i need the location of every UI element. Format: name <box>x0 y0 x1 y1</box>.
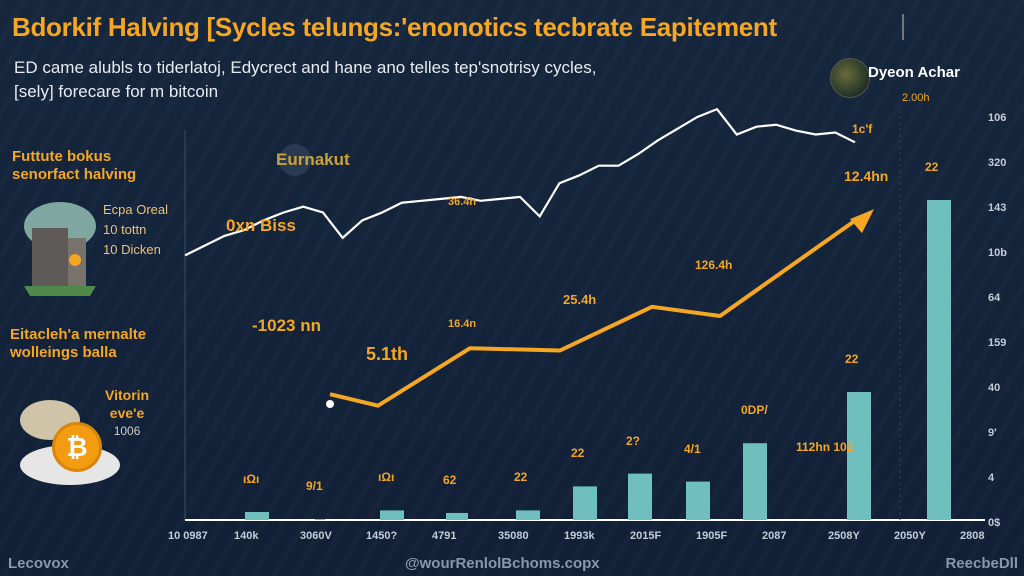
chart-annotation: 5.1th <box>366 344 409 364</box>
footer-brand: Lecovox <box>8 555 69 572</box>
sidebar-heading: Eitacleh'a mernalte wolleings balla <box>10 326 147 361</box>
x-tick-label: 1450? <box>366 530 398 542</box>
y-tick-label: 64 <box>988 292 1001 304</box>
y-tick-label: 0$ <box>988 517 1001 529</box>
bar-label: 22 <box>514 470 528 485</box>
chart-annotation: 12.4hn <box>844 168 889 184</box>
bar <box>380 510 404 520</box>
building-text-line: 10 tottn <box>103 222 147 237</box>
chart-annotation: 1c'f <box>852 122 873 136</box>
building-text: Ecpa Oreal 10 tottn 10 Dicken <box>103 200 168 260</box>
bar <box>847 392 871 520</box>
coin-text: Vitorin eve'e 1006 <box>105 386 149 440</box>
bar-label: 2? <box>626 433 641 448</box>
footer-handle: ReecbeDll <box>945 555 1018 572</box>
bar <box>315 519 325 520</box>
bar-label: 22 <box>925 160 939 174</box>
bar <box>628 473 652 520</box>
x-tick-label: 1993k <box>564 530 595 542</box>
building-icon <box>24 202 96 296</box>
x-tick-label: 2508Y <box>828 530 860 542</box>
coin-text-line: eve'e <box>109 405 145 421</box>
globe-icon <box>830 58 870 98</box>
x-tick-label: 1905F <box>696 530 728 542</box>
bar-label: 0DP/ <box>741 403 768 418</box>
arrow-head-icon <box>850 209 874 234</box>
footer-url[interactable]: @wourRenlolBchoms.copx <box>405 555 600 572</box>
bar-label: 62 <box>443 472 457 487</box>
bar <box>245 512 269 520</box>
x-tick-label: 2050Y <box>894 530 926 542</box>
x-tick-label: 2808 <box>960 530 985 542</box>
subtitle-line: ED came alubls to tiderlatoj, Edycrect a… <box>14 58 597 77</box>
bar-label: ıΩı <box>243 472 260 486</box>
author-time: 2.00h <box>902 92 930 104</box>
building-text-line: Ecpa Oreal <box>103 202 169 217</box>
x-tick-label: 2087 <box>762 530 787 542</box>
y-tick-label: 4 <box>988 472 995 484</box>
trend-start-point <box>326 400 334 408</box>
bar <box>516 510 540 520</box>
trend-line <box>329 215 862 408</box>
bitcoin-icon: ₿ <box>52 422 102 472</box>
y-tick-label: 10b <box>988 247 1007 259</box>
logo-icon <box>279 144 311 176</box>
bar-label: 4/1 <box>684 441 701 456</box>
x-tick-label: 35080 <box>498 530 529 542</box>
bar <box>927 200 951 520</box>
bar-label: 9/1 <box>306 479 323 494</box>
bar-label: 112hn 102 <box>796 440 854 454</box>
chart-annotation: 126.4h <box>695 258 733 272</box>
bar <box>686 481 710 520</box>
x-tick-label: 4791 <box>432 530 457 542</box>
y-tick-label: 320 <box>988 157 1007 169</box>
y-tick-label: 40 <box>988 382 1001 394</box>
price-line <box>184 107 856 257</box>
subtitle: ED came alubls to tiderlatoj, Edycrect a… <box>14 56 704 104</box>
bar-label: 22 <box>845 352 859 366</box>
x-tick-label: 3060V <box>300 530 332 542</box>
chart-annotation: 25.4h <box>563 292 597 307</box>
author-name: Dyeon Achar <box>868 64 960 81</box>
coin-text-line: Vitorin <box>105 387 150 403</box>
coin-text-line: 1006 <box>113 424 141 438</box>
chart-annotation: 16.4n <box>448 318 477 330</box>
page-title: Bdorkif Halving [Sycles telungs:'enonoti… <box>12 12 777 42</box>
chart-annotation: -1023 nn <box>252 316 321 335</box>
x-tick-label: 10 0987 <box>168 530 208 542</box>
chart-annotation: 36.4h <box>448 196 477 208</box>
x-tick-label: 2015F <box>630 530 662 542</box>
bar-label: 22 <box>571 446 585 461</box>
building-text-line: 10 Dicken <box>103 242 161 257</box>
y-tick-label: 159 <box>988 337 1007 349</box>
subtitle-line: [sely] forecare for m bitcoin <box>14 82 219 101</box>
chart-logo: Eurnakut <box>276 150 350 169</box>
y-tick-label: 106 <box>988 112 1007 124</box>
bar <box>446 512 468 520</box>
sidebar-heading: Futtute bokus senorfact halving <box>12 148 137 183</box>
x-tick-label: 140k <box>234 530 259 542</box>
bar <box>573 486 597 520</box>
bar-label: ıΩı <box>378 470 395 485</box>
y-tick-label: 143 <box>988 202 1007 214</box>
bar <box>743 443 767 520</box>
y-tick-label: 9' <box>988 427 997 439</box>
chart-annotation: 0xn Biss <box>226 216 296 235</box>
title-divider <box>902 14 904 40</box>
